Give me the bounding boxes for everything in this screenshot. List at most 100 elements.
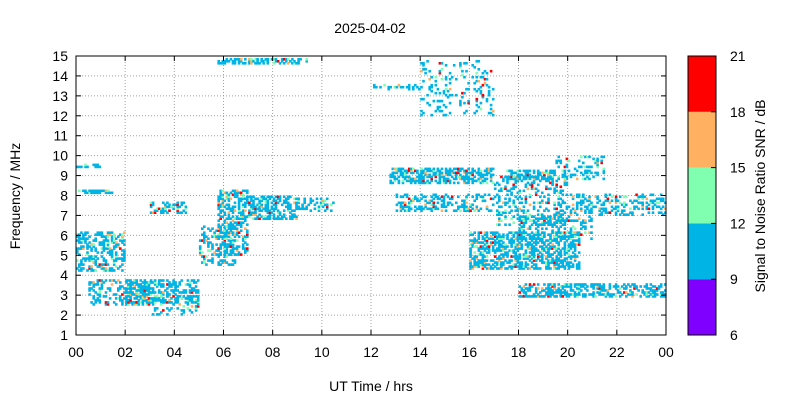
snr-cell: [155, 297, 159, 300]
snr-cell: [481, 255, 485, 258]
snr-cell: [532, 233, 536, 236]
snr-cell: [498, 219, 501, 222]
snr-cell: [235, 58, 239, 61]
snr-cell: [461, 177, 464, 181]
snr-cell: [459, 66, 462, 69]
snr-cell: [235, 221, 239, 224]
y-tick-label: 2: [60, 307, 68, 323]
snr-cell: [498, 195, 501, 199]
snr-cell: [629, 207, 632, 211]
snr-cell: [383, 83, 386, 87]
snr-cell: [506, 245, 509, 248]
snr-cell: [428, 175, 431, 179]
snr-cell: [477, 263, 481, 266]
snr-cell: [565, 193, 569, 197]
snr-cell: [231, 227, 235, 230]
snr-cell: [504, 211, 507, 214]
snr-cell: [397, 179, 401, 183]
snr-cell: [559, 261, 563, 264]
snr-cell: [297, 62, 300, 65]
snr-cell: [645, 285, 649, 288]
snr-cell: [100, 247, 104, 250]
snr-cell: [506, 193, 509, 197]
snr-cell: [518, 267, 522, 270]
snr-cell: [100, 231, 104, 234]
snr-cell: [94, 269, 97, 272]
snr-cell: [620, 209, 624, 212]
snr-cell: [516, 179, 520, 183]
snr-cell: [282, 199, 286, 203]
snr-cell: [92, 257, 95, 260]
snr-cell: [549, 287, 552, 290]
snr-cell: [522, 289, 526, 292]
snr-cell: [659, 293, 663, 296]
snr-cell: [620, 203, 624, 207]
snr-cell: [151, 211, 155, 214]
snr-cell: [287, 205, 290, 209]
snr-cell: [547, 177, 550, 181]
colorbar-band: [688, 167, 716, 224]
snr-cell: [217, 223, 220, 226]
snr-cell: [623, 201, 626, 205]
snr-cell: [500, 205, 503, 209]
snr-cell: [270, 211, 274, 214]
snr-cell: [485, 233, 489, 236]
snr-cell: [129, 279, 132, 282]
snr-cell: [219, 225, 222, 228]
snr-cell: [459, 167, 462, 171]
snr-cell: [555, 249, 558, 252]
snr-cell: [524, 253, 528, 256]
snr-cell: [227, 207, 231, 211]
snr-cell: [446, 171, 450, 175]
snr-cell: [160, 279, 163, 282]
snr-cell: [252, 207, 255, 211]
snr-cell: [180, 279, 184, 282]
snr-cell: [520, 233, 524, 236]
snr-cell: [170, 297, 173, 300]
snr-cell: [252, 211, 255, 214]
snr-cell: [471, 267, 474, 270]
snr-cell: [545, 207, 548, 211]
snr-cell: [190, 311, 194, 314]
snr-cell: [520, 247, 524, 250]
snr-cell: [176, 201, 179, 205]
snr-cell: [647, 287, 651, 290]
snr-cell: [565, 219, 569, 222]
snr-cell: [514, 185, 517, 189]
snr-cell: [299, 58, 302, 61]
snr-cell: [594, 161, 597, 165]
snr-cell: [514, 243, 517, 246]
snr-cell: [237, 221, 241, 224]
snr-cell: [194, 305, 198, 308]
snr-cell: [397, 167, 401, 171]
snr-cell: [541, 201, 544, 205]
snr-cell: [229, 229, 233, 232]
snr-cell: [551, 181, 554, 185]
snr-cell: [575, 243, 579, 246]
snr-cell: [157, 291, 161, 294]
snr-cell: [325, 205, 329, 209]
snr-cell: [434, 91, 438, 95]
snr-cell: [575, 203, 579, 207]
snr-cell: [432, 169, 436, 173]
snr-cell: [420, 109, 423, 113]
snr-cell: [496, 261, 499, 264]
snr-cell: [485, 207, 489, 211]
snr-cell: [536, 219, 540, 222]
snr-cell: [545, 171, 548, 175]
snr-cell: [170, 289, 173, 292]
snr-cell: [524, 291, 528, 294]
snr-cell: [170, 285, 173, 288]
snr-cell: [563, 173, 567, 177]
snr-cell: [496, 249, 499, 252]
snr-cell: [651, 211, 655, 214]
snr-cell: [516, 177, 520, 181]
snr-cell: [282, 209, 286, 212]
snr-cell: [231, 233, 235, 236]
snr-cell: [496, 231, 499, 234]
snr-cell: [479, 251, 483, 254]
snr-cell: [330, 209, 333, 212]
snr-cell: [645, 201, 649, 205]
snr-cell: [618, 213, 622, 216]
snr-cell: [614, 213, 618, 216]
